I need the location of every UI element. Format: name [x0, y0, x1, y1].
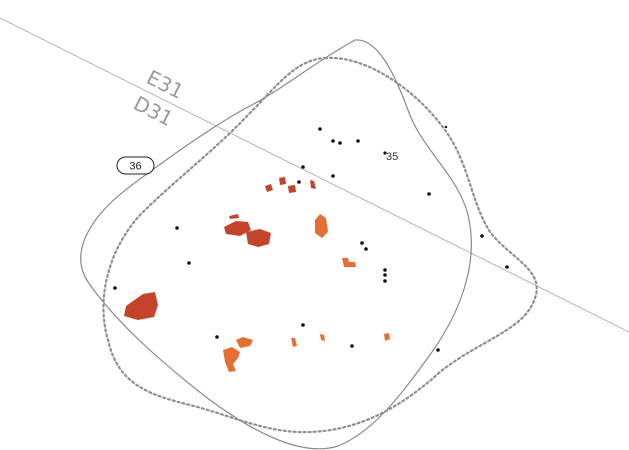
grid-line — [0, 17, 629, 333]
point-feature — [360, 241, 364, 245]
point-feature — [297, 180, 301, 184]
point-feature — [444, 125, 448, 129]
fragment — [224, 221, 251, 236]
point-feature — [383, 279, 387, 283]
point-feature — [427, 192, 431, 196]
point-feature — [350, 344, 354, 348]
point-feature — [383, 151, 387, 155]
point-feature — [187, 261, 191, 265]
fragment — [279, 177, 286, 185]
badge-label: 36 — [129, 161, 141, 173]
fragment — [315, 214, 328, 238]
dotted-outline-area — [102, 56, 538, 434]
fragment — [265, 184, 273, 192]
light-fragments — [223, 214, 390, 372]
point-feature — [318, 127, 322, 131]
point-feature — [301, 323, 305, 327]
fragment — [384, 333, 390, 341]
fragment — [288, 185, 296, 193]
feature-label-35: 35 — [386, 151, 398, 163]
point-features — [113, 125, 509, 352]
point-feature — [215, 335, 219, 339]
point-feature — [331, 139, 335, 143]
point-feature — [383, 273, 387, 277]
point-feature — [331, 174, 335, 178]
fragment — [124, 292, 158, 320]
badge-frame — [116, 156, 155, 175]
fragment — [342, 258, 356, 267]
point-feature — [356, 139, 360, 143]
fragment — [236, 337, 253, 348]
feature-badge-36: 36 — [116, 156, 155, 175]
point-feature — [113, 286, 117, 290]
point-feature — [436, 348, 440, 352]
point-feature — [383, 268, 387, 272]
fragment — [291, 338, 297, 347]
point-feature — [175, 226, 179, 230]
dark-fragments — [124, 177, 316, 320]
point-feature — [364, 247, 368, 251]
fragment — [246, 229, 271, 247]
fragment — [310, 180, 316, 189]
fragment — [320, 334, 325, 341]
fragment — [229, 214, 239, 219]
point-feature — [505, 265, 509, 269]
fragment — [223, 347, 240, 372]
point-feature — [338, 141, 342, 145]
point-feature — [480, 234, 484, 238]
solid-outline-area — [80, 39, 472, 450]
point-feature — [301, 165, 305, 169]
